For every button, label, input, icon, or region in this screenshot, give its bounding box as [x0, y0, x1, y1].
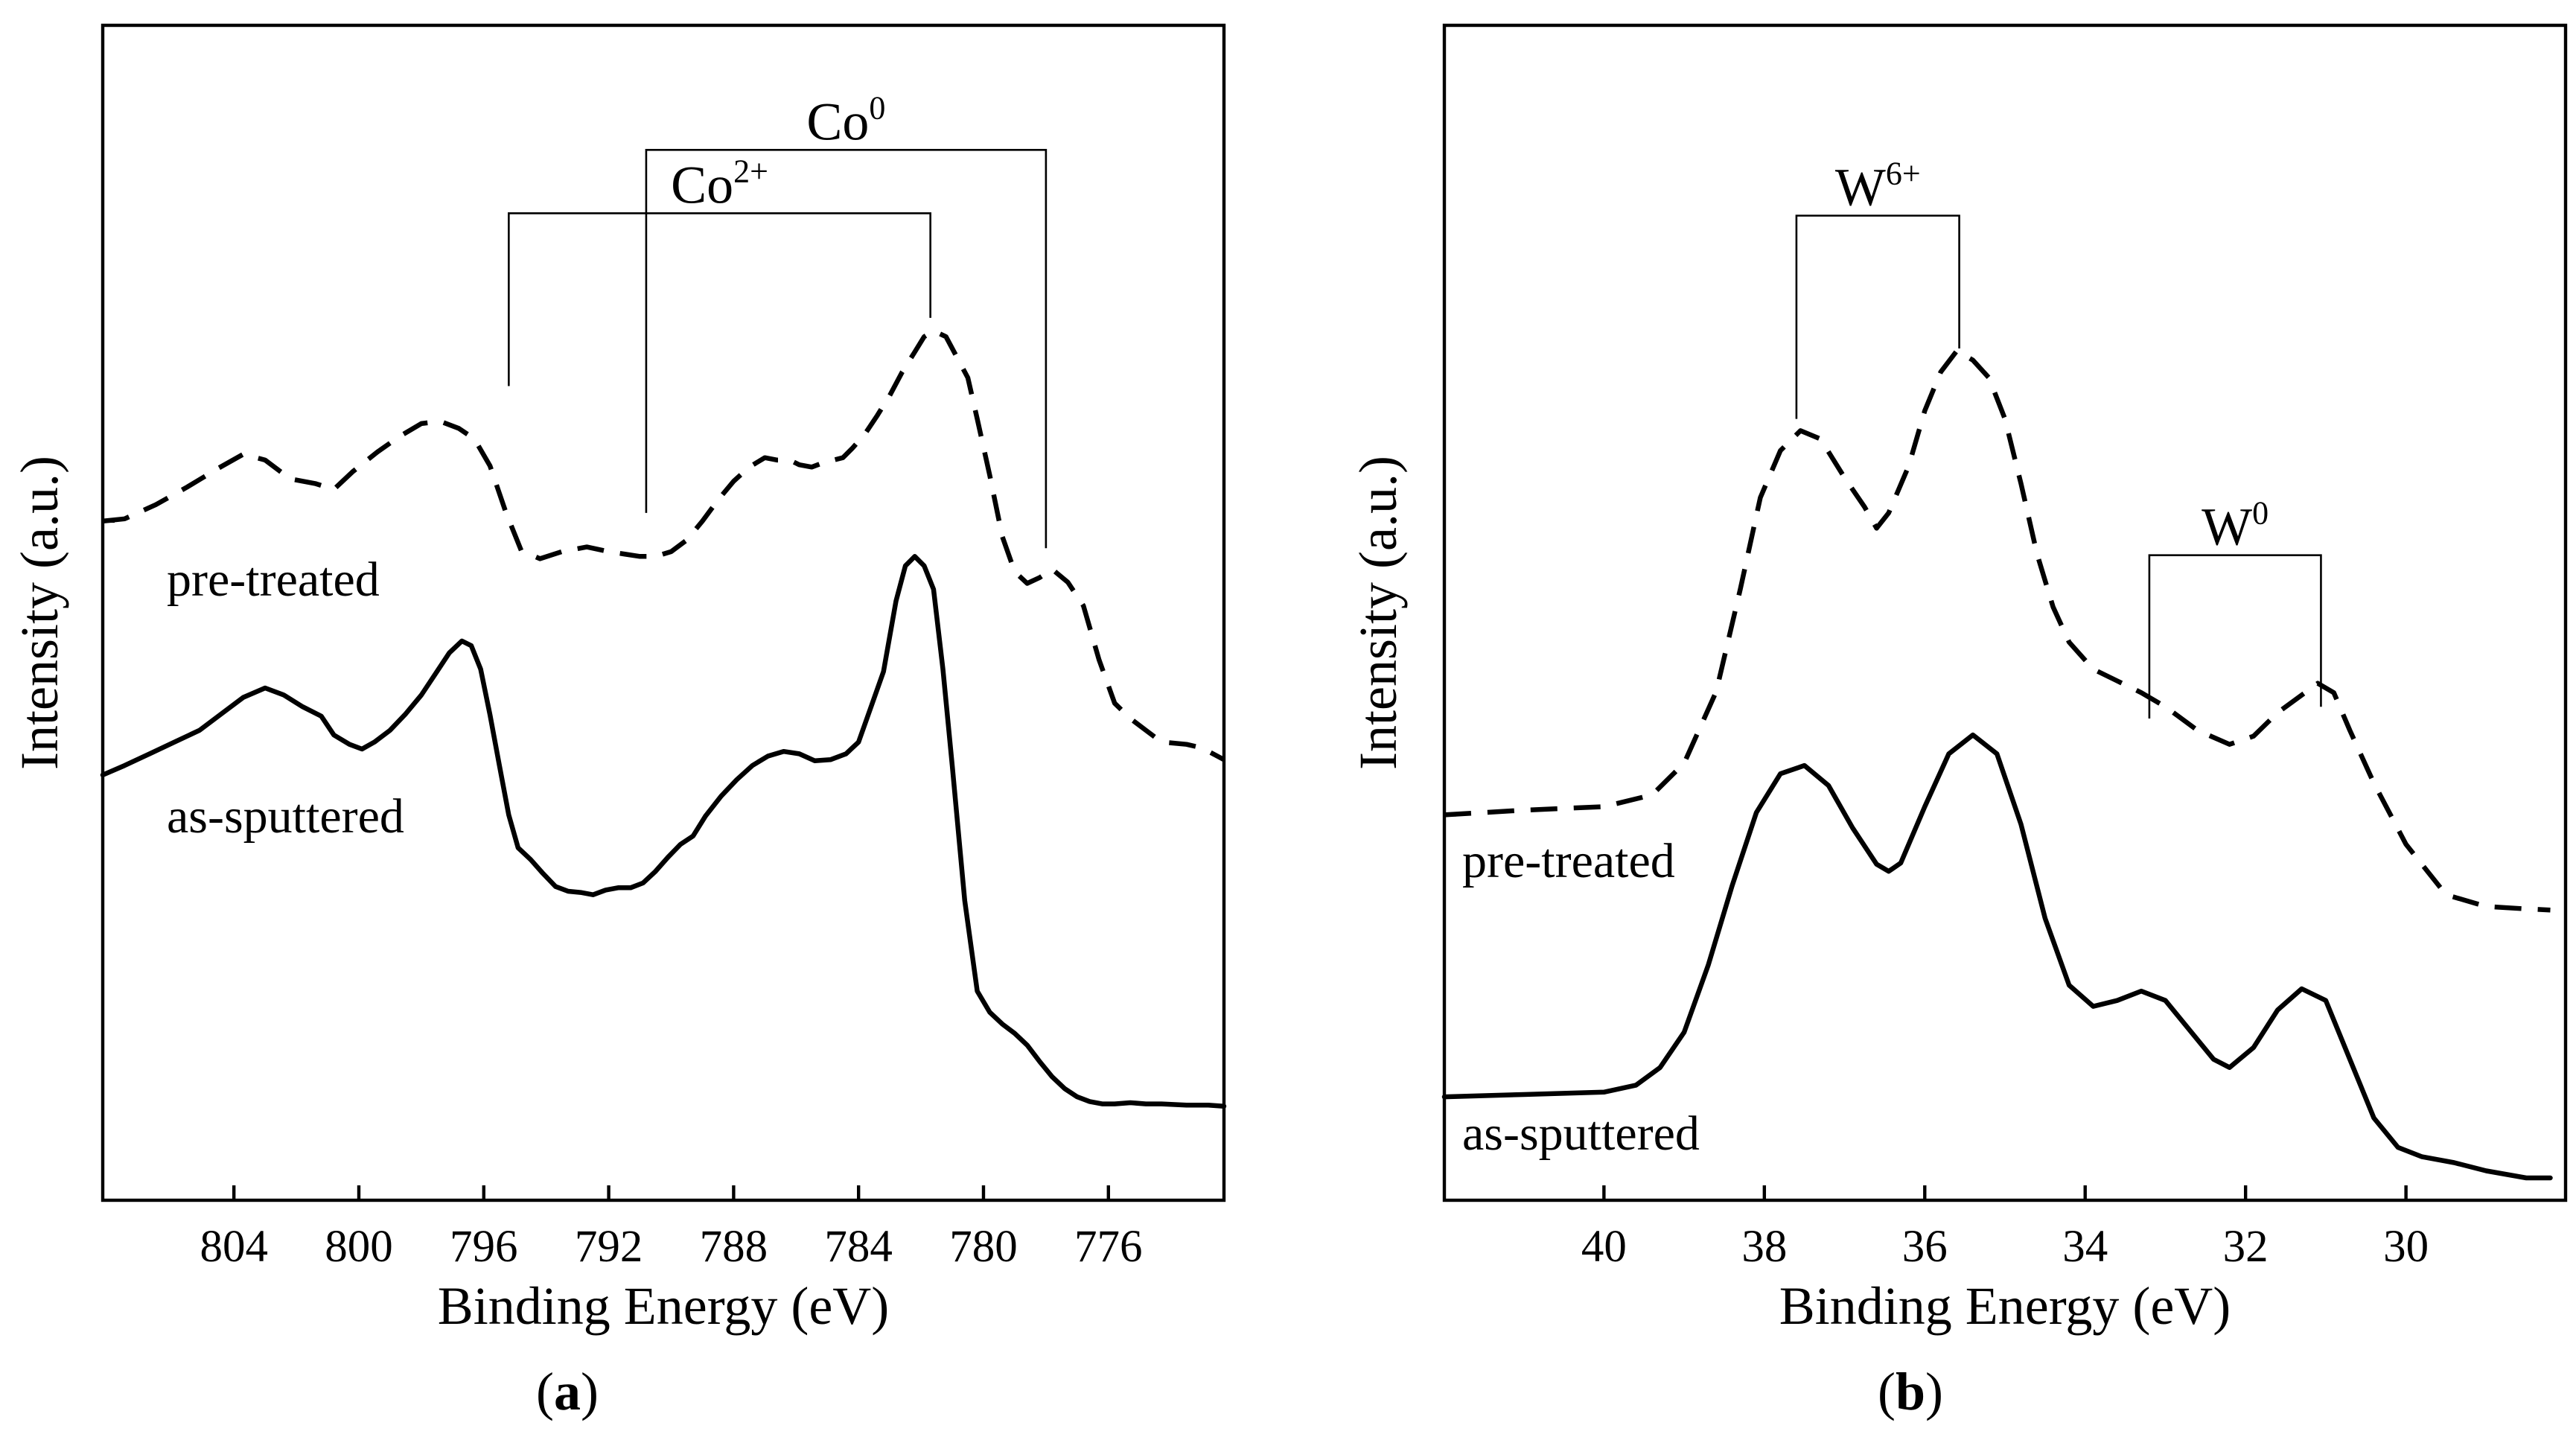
w6plus-bracket-label-sup: 6+: [1886, 156, 1921, 192]
panel-b-y-axis-label: Intensity (a.u.): [1348, 456, 1408, 770]
w6plus-bracket-label: W6+: [1835, 156, 1921, 217]
co0-bracket-label-sup: 0: [869, 89, 885, 126]
w0-bracket-label: W0: [2202, 495, 2269, 557]
x-tick-label: 30: [2383, 1222, 2429, 1272]
co0-bracket-label-main: Co: [806, 92, 869, 151]
panel-b-brackets: W6+W0: [1795, 156, 2322, 719]
panel-b-x-ticks: 40 38 36 34 32 30: [1444, 813, 2429, 1272]
x-tick-label: 784: [824, 1222, 893, 1272]
x-tick-label: 804: [200, 1222, 268, 1272]
x-tick-label: 776: [1074, 1222, 1143, 1272]
panel-a-as-sputtered-label: as-sputtered: [167, 789, 404, 844]
panel-a-x-ticks: 804 800 796 792 788 784 780 776: [103, 519, 1143, 1272]
x-tick-label: 780: [949, 1222, 1018, 1272]
co2plus-bracket: [508, 212, 931, 386]
x-tick-label: 36: [1902, 1222, 1948, 1272]
co2plus-bracket-label: Co2+: [671, 153, 768, 214]
co0-bracket-label: Co0: [806, 89, 885, 151]
panel-b-caption: (b): [1878, 1362, 1943, 1421]
x-tick-label: 32: [2223, 1222, 2269, 1272]
x-tick-label: 792: [575, 1222, 643, 1272]
panel-b-as-sputtered-label: as-sputtered: [1462, 1106, 1700, 1161]
panel-a-pre-treated-label: pre-treated: [167, 552, 380, 607]
panel-b-w4f-chart: 40 38 36 34 32 30 W6+W0 Binding Energy (eV) I…: [1348, 23, 2568, 1421]
w6plus-bracket: [1795, 214, 1960, 419]
panel-a-curves: [100, 328, 1227, 1109]
x-tick-label: 796: [450, 1222, 518, 1272]
x-tick-label: 34: [2062, 1222, 2108, 1272]
pre-treated-curve: [102, 328, 1225, 762]
panel-b-x-axis-label: Binding Energy (eV): [1779, 1276, 2231, 1336]
w6plus-bracket-label-main: W: [1835, 158, 1886, 217]
panel-a-y-axis-label: Intensity (a.u.): [10, 456, 69, 770]
co2plus-bracket-label-sup: 2+: [733, 153, 768, 189]
x-tick-label: 40: [1581, 1222, 1627, 1272]
as-sputtered-curve: [100, 554, 1227, 1109]
co0-bracket: [645, 148, 1048, 549]
x-tick-label: 788: [700, 1222, 768, 1272]
w0-bracket-label-sup: 0: [2252, 495, 2269, 532]
x-tick-label: 800: [325, 1222, 393, 1272]
w0-bracket: [2148, 554, 2322, 719]
panel-b-pre-treated-label: pre-treated: [1462, 834, 1675, 888]
pre-treated-curve: [1444, 348, 2551, 913]
panel-b-plot-frame: [1442, 23, 2568, 1202]
panel-a-x-axis-label: Binding Energy (eV): [438, 1276, 890, 1336]
panel-a-caption: (a): [536, 1362, 599, 1421]
panel-b-caption-letter: b: [1896, 1362, 1925, 1421]
panel-a-plot-frame: [101, 23, 1226, 1202]
as-sputtered-curve: [1441, 732, 2553, 1181]
x-tick-label: 38: [1741, 1222, 1787, 1272]
co2plus-bracket-label-main: Co: [671, 155, 733, 214]
panel-b-curves: [1441, 348, 2553, 1181]
panel-a-caption-letter: a: [554, 1362, 581, 1421]
w0-bracket-label-main: W: [2202, 497, 2252, 557]
